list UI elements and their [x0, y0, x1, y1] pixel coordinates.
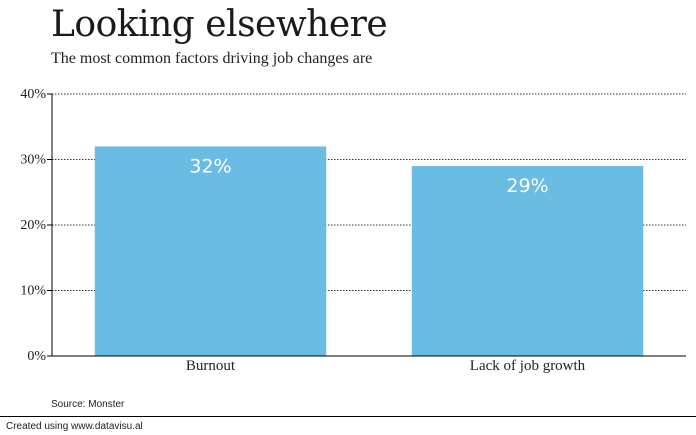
footer-divider	[0, 416, 696, 417]
chart-title: Looking elsewhere	[51, 4, 388, 45]
y-tick-label: 30%	[20, 153, 46, 168]
chart-subtitle: The most common factors driving job chan…	[51, 50, 373, 67]
bar	[94, 146, 327, 356]
x-category-label: Burnout	[186, 358, 236, 374]
bar-data-label: 32%	[189, 155, 231, 177]
x-category-label: Lack of job growth	[470, 358, 586, 374]
y-tick-label: 40%	[20, 87, 46, 102]
bar	[411, 166, 644, 356]
y-tick-label: 20%	[20, 218, 46, 233]
bar-chart: 0% 10% 20% 30% 40% 32% Burnout 29% Lack of job g…	[20, 87, 686, 374]
source-note: Source: Monster	[51, 399, 125, 410]
footer-credit: Created using www.datavisu.al	[6, 421, 143, 432]
y-tick-label: 0%	[27, 349, 46, 364]
y-tick-label: 10%	[20, 284, 46, 299]
bar-data-label: 29%	[506, 175, 548, 197]
